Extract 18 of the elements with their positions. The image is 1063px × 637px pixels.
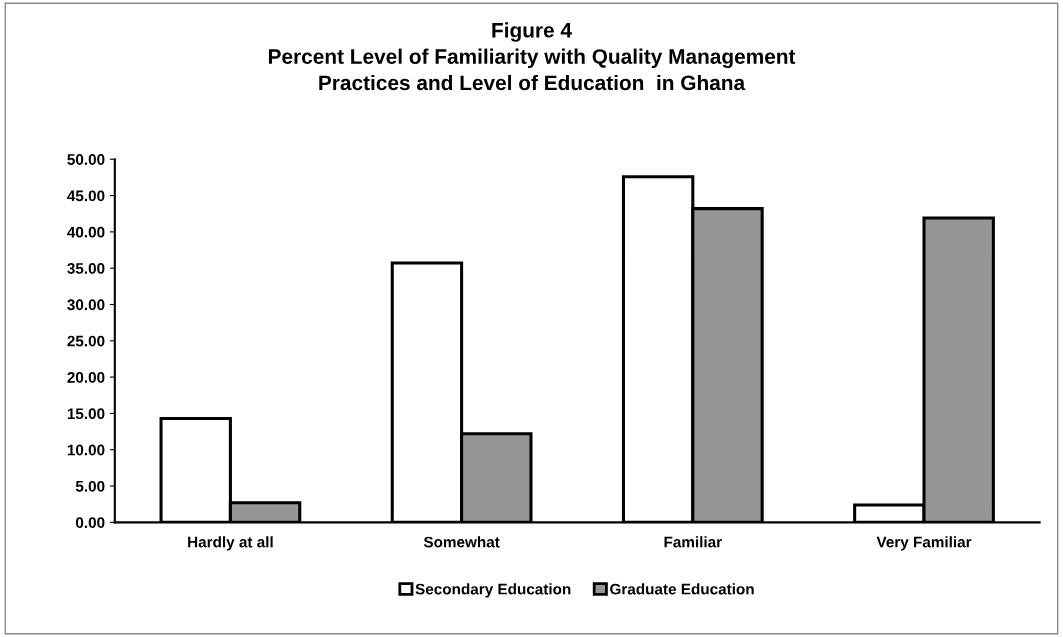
y-tick-label: 15.00	[67, 408, 105, 420]
chart-title: Figure 4 Percent Level of Familiarity with Quality Management Practices and Level of Education in Ghana	[268, 22, 796, 91]
y-tick-label: 30.00	[67, 299, 105, 311]
legend-label: Secondary Education	[415, 583, 571, 598]
y-tick-label: 45.00	[67, 190, 105, 202]
x-tick-label: Very Familiar	[876, 536, 972, 551]
y-tick-label: 40.00	[67, 226, 105, 238]
y-tick-label: 5.00	[75, 480, 105, 492]
y-tick-label: 0.00	[75, 517, 105, 529]
y-tick-label: 20.00	[67, 371, 105, 383]
y-tick-label: 10.00	[67, 444, 105, 456]
x-tick-label: Hardly at all	[188, 536, 273, 551]
legend-label: Graduate Education	[610, 583, 754, 595]
y-tick-label: 25.00	[67, 335, 105, 347]
y-tick-label: 50.00	[67, 154, 105, 165]
y-tick-label: 35.00	[67, 263, 105, 274]
x-tick-label: Familiar	[664, 536, 722, 548]
x-tick-label: Somewhat	[423, 536, 500, 548]
